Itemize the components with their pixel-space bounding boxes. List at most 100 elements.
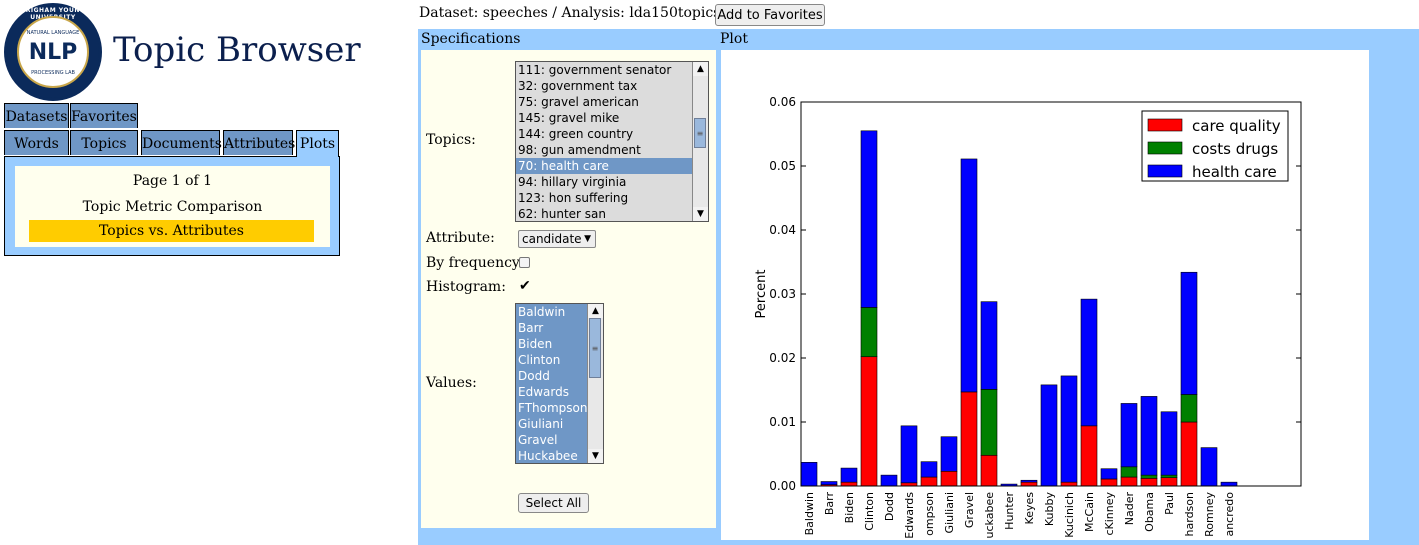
tab-datasets[interactable]: Datasets bbox=[4, 103, 69, 128]
topics-options: 111: government senator 32: government ta… bbox=[516, 62, 708, 221]
chevron-down-icon: ▼ bbox=[584, 234, 591, 244]
bar-segment bbox=[1020, 479, 1038, 483]
y-tick-label: 0.01 bbox=[769, 415, 796, 429]
bar-segment bbox=[1120, 476, 1138, 487]
topic-option[interactable]: 145: gravel mike bbox=[518, 111, 620, 125]
histogram-label: Histogram: bbox=[426, 279, 506, 295]
x-tick-label: Obama bbox=[1143, 492, 1156, 532]
tab-topics[interactable]: Topics bbox=[70, 130, 138, 155]
bar-segment bbox=[900, 425, 918, 484]
bar-segment bbox=[1080, 425, 1098, 487]
x-tick-label: Romney bbox=[1203, 492, 1216, 537]
stacked-bar-chart: Baldwin Barr Biden Clinton Dodd Edwards ompson… bbox=[754, 95, 1302, 539]
nlp-lab-logo: BRIGHAM YOUNG UNIVERSITY NATURAL LANGUAG… bbox=[4, 3, 102, 101]
legend-swatch bbox=[1147, 164, 1183, 178]
value-option[interactable]: Huckabee bbox=[518, 449, 578, 463]
topic-option[interactable]: 144: green country bbox=[518, 127, 634, 141]
value-option[interactable]: Giuliani bbox=[518, 417, 564, 431]
topic-option[interactable]: 123: hon suffering bbox=[518, 191, 629, 205]
tab-plots[interactable]: Plots bbox=[296, 130, 339, 157]
bar-segment bbox=[1160, 477, 1178, 487]
app-title: Topic Browser bbox=[113, 30, 361, 70]
x-tick-label: Hunter bbox=[1003, 492, 1016, 530]
legend-swatch bbox=[1147, 141, 1183, 155]
values-listbox[interactable]: Baldwin Barr Biden Clinton Dodd Edwards FThomp… bbox=[515, 303, 604, 464]
logo-upper-text: NATURAL LANGUAGE bbox=[26, 30, 80, 36]
value-option[interactable]: Barr bbox=[518, 321, 544, 335]
x-tick-label: Dodd bbox=[883, 492, 896, 521]
value-option[interactable]: Gravel bbox=[518, 433, 558, 447]
topics-listbox[interactable]: 111: government senator 32: government ta… bbox=[515, 61, 709, 222]
topic-option[interactable]: 32: government tax bbox=[518, 79, 638, 93]
topic-option[interactable]: 94: hillary virginia bbox=[518, 175, 627, 189]
tab-favorites[interactable]: Favorites bbox=[70, 103, 138, 128]
link-topics-vs-attributes[interactable]: Topics vs. Attributes bbox=[29, 220, 314, 242]
bar-segment bbox=[920, 461, 938, 478]
x-tick-label: McCain bbox=[1083, 492, 1096, 532]
x-tick-label: Gravel bbox=[963, 492, 976, 528]
topics-scrollbar[interactable]: ▲ ≡ ▼ bbox=[692, 62, 708, 221]
attribute-select-value: candidate bbox=[522, 232, 582, 246]
x-tick-label: Edwards bbox=[903, 492, 916, 539]
page-indicator: Page 1 of 1 bbox=[132, 173, 213, 189]
legend-label: care quality bbox=[1192, 117, 1281, 135]
by-frequency-label: By frequency: bbox=[426, 255, 525, 271]
value-option[interactable]: Dodd bbox=[518, 369, 550, 383]
y-tick-label: 0.04 bbox=[769, 223, 796, 237]
value-option[interactable]: FThompson bbox=[518, 401, 588, 415]
scroll-up-icon[interactable]: ▲ bbox=[693, 62, 708, 76]
x-tick-label: ompson bbox=[923, 492, 936, 536]
histogram-checkbox[interactable]: ✔ bbox=[519, 278, 531, 294]
x-tick-label: Kubby bbox=[1043, 492, 1056, 527]
topic-option[interactable]: 75: gravel american bbox=[518, 95, 639, 109]
value-option[interactable]: Biden bbox=[518, 337, 553, 351]
bar-segment bbox=[1140, 474, 1158, 479]
bar-segment bbox=[960, 391, 978, 487]
plot-panel: Plot Baldwin Barr Biden Clinton Dodd Edwards o… bbox=[717, 29, 1419, 545]
value-option[interactable]: Baldwin bbox=[518, 305, 566, 319]
scroll-down-icon[interactable]: ▼ bbox=[588, 449, 603, 463]
bar-segment bbox=[1180, 421, 1198, 487]
y-tick-label: 0.00 bbox=[769, 479, 796, 493]
topic-option[interactable]: 111: government senator bbox=[518, 63, 672, 77]
x-tick-label: Keyes bbox=[1023, 492, 1036, 525]
topic-option[interactable]: 98: gun amendment bbox=[518, 143, 641, 157]
topic-option[interactable]: 62: hunter san bbox=[518, 207, 606, 221]
link-topic-metric-comparison[interactable]: Topic Metric Comparison bbox=[82, 199, 263, 215]
scroll-up-icon[interactable]: ▲ bbox=[588, 304, 603, 318]
bar-segment bbox=[940, 470, 958, 487]
plots-nav-panel: Page 1 of 1 Topic Metric Comparison Topi… bbox=[4, 156, 340, 256]
tab-documents[interactable]: Documents bbox=[141, 130, 222, 155]
bar-segment bbox=[1180, 394, 1198, 423]
bar-segment bbox=[1160, 474, 1178, 478]
bar-segment bbox=[1100, 468, 1118, 480]
value-option[interactable]: Edwards bbox=[518, 385, 569, 399]
bar-segment bbox=[860, 356, 878, 487]
bar-segment bbox=[1060, 375, 1078, 483]
value-option[interactable]: Clinton bbox=[518, 353, 561, 367]
bar-segment bbox=[840, 467, 858, 483]
bar-segment bbox=[820, 481, 838, 486]
scroll-thumb[interactable]: ≡ bbox=[694, 118, 706, 148]
x-tick-label: Paul bbox=[1163, 492, 1176, 515]
y-tick-label: 0.05 bbox=[769, 159, 796, 173]
bar-segment bbox=[920, 476, 938, 487]
topic-option[interactable]: 70: health care bbox=[516, 158, 708, 174]
bar-segment bbox=[1220, 481, 1238, 487]
bar-segment bbox=[1140, 396, 1158, 476]
values-scrollbar[interactable]: ▲ ≡ ▼ bbox=[587, 304, 603, 463]
bar-segment bbox=[1180, 271, 1198, 395]
y-tick-label: 0.03 bbox=[769, 287, 796, 301]
bar-segment bbox=[980, 301, 998, 390]
by-frequency-checkbox[interactable] bbox=[519, 257, 530, 268]
tab-attributes[interactable]: Attributes bbox=[223, 130, 295, 155]
scroll-down-icon[interactable]: ▼ bbox=[693, 207, 708, 221]
add-to-favorites-button[interactable]: Add to Favorites bbox=[715, 4, 825, 26]
select-all-button[interactable]: Select All bbox=[518, 493, 589, 513]
tab-words[interactable]: Words bbox=[4, 130, 69, 155]
bar-segment bbox=[1120, 403, 1138, 468]
values-options: Baldwin Barr Biden Clinton Dodd Edwards FThomp… bbox=[516, 304, 603, 463]
scroll-thumb[interactable]: ≡ bbox=[589, 318, 601, 378]
bar-segment bbox=[940, 436, 958, 472]
attribute-select[interactable]: candidate ▼ bbox=[518, 230, 596, 248]
